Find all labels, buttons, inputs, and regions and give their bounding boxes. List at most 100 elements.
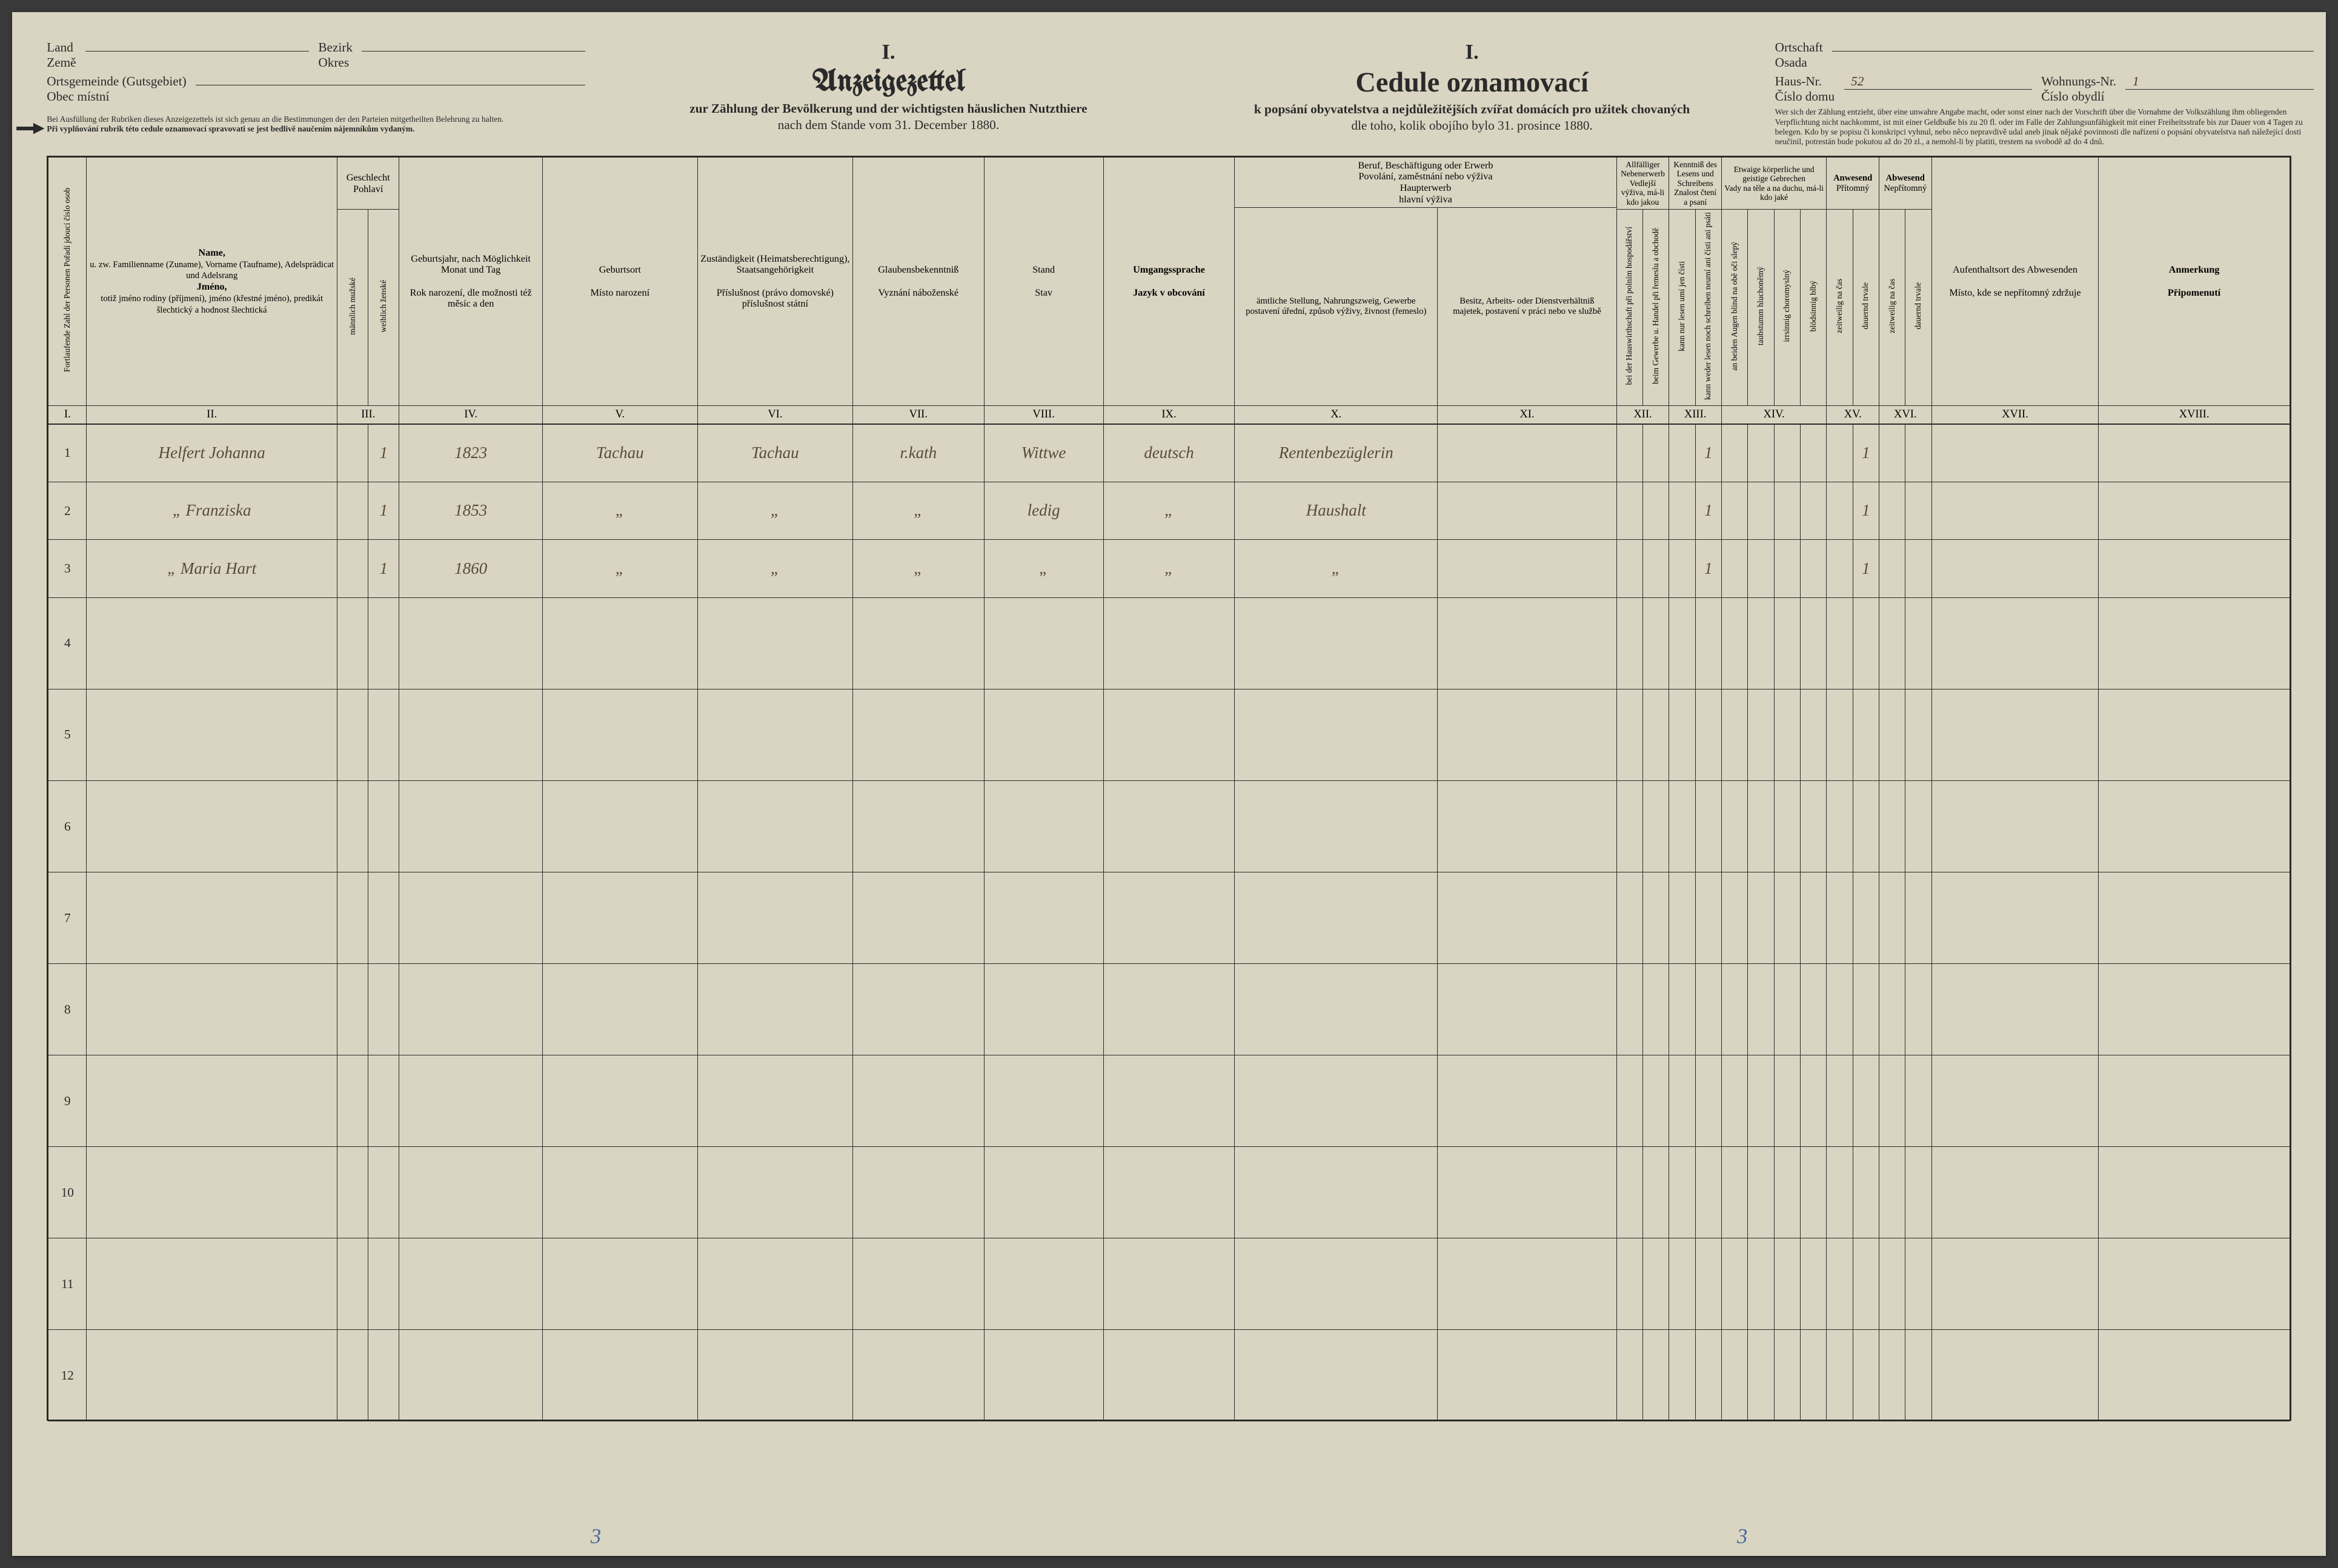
table-cell bbox=[1800, 780, 1826, 872]
table-cell bbox=[337, 1330, 368, 1421]
table-cell bbox=[368, 689, 399, 780]
table-cell: 12 bbox=[48, 1330, 87, 1421]
table-cell bbox=[542, 597, 697, 689]
table-cell bbox=[337, 1238, 368, 1330]
table-cell bbox=[1438, 689, 1616, 780]
table-cell bbox=[368, 597, 399, 689]
table-cell bbox=[368, 1238, 399, 1330]
table-cell bbox=[1774, 963, 1800, 1055]
table-cell bbox=[1774, 1330, 1800, 1421]
table-cell bbox=[1235, 1330, 1438, 1421]
table-cell bbox=[368, 1146, 399, 1238]
table-cell bbox=[87, 1146, 337, 1238]
table-cell: 9 bbox=[48, 1055, 87, 1146]
table-cell: 1 bbox=[1853, 540, 1879, 598]
table-cell: „ bbox=[1103, 540, 1235, 598]
table-cell bbox=[1931, 872, 2099, 963]
table-cell bbox=[1669, 689, 1695, 780]
table-cell bbox=[1853, 597, 1879, 689]
footer-num-left: 3 bbox=[591, 1524, 601, 1549]
table-cell bbox=[1235, 1238, 1438, 1330]
col-18: AnmerkungPřipomenutí bbox=[2099, 157, 2290, 405]
table-cell bbox=[87, 1055, 337, 1146]
table-cell bbox=[2099, 780, 2290, 872]
table-cell bbox=[87, 689, 337, 780]
table-cell bbox=[337, 424, 368, 482]
table-cell bbox=[1438, 424, 1616, 482]
ortsgemeinde-label: Ortsgemeinde (Gutsgebiet)Obec místní bbox=[47, 74, 186, 104]
bezirk-label: BezirkOkres bbox=[318, 40, 353, 70]
table-cell bbox=[1642, 963, 1669, 1055]
header-left: LandZemě BezirkOkres Ortsgemeinde (Gutsg… bbox=[47, 40, 585, 147]
col-14b: taubstumm hluchoněmý bbox=[1748, 210, 1774, 405]
table-cell bbox=[1721, 424, 1747, 482]
table-cell bbox=[697, 780, 852, 872]
table-cell bbox=[1642, 424, 1669, 482]
table-cell bbox=[1438, 1238, 1616, 1330]
table-cell bbox=[1931, 482, 2099, 540]
hausnr-label: Haus-Nr.Číslo domu bbox=[1775, 74, 1835, 104]
cn-18: XVIII. bbox=[2099, 405, 2290, 424]
table-cell bbox=[984, 963, 1103, 1055]
land-label: LandZemě bbox=[47, 40, 76, 70]
table-cell bbox=[1800, 1238, 1826, 1330]
table-cell bbox=[399, 780, 542, 872]
table-cell: 8 bbox=[48, 963, 87, 1055]
table-cell bbox=[2099, 424, 2290, 482]
col-8: StandStav bbox=[984, 157, 1103, 405]
table-cell bbox=[1931, 540, 2099, 598]
cn-7: VII. bbox=[852, 405, 984, 424]
date-cz: dle toho, kolik obojího bylo 31. prosinc… bbox=[1192, 118, 1752, 135]
table-cell bbox=[1879, 1055, 1905, 1146]
col-15b: dauernd trvale bbox=[1853, 210, 1879, 405]
table-cell bbox=[1235, 780, 1438, 872]
table-cell bbox=[1721, 1146, 1747, 1238]
table-cell bbox=[2099, 540, 2290, 598]
table-cell bbox=[1721, 872, 1747, 963]
table-row: 1Helfert Johanna11823TachauTachaur.kathW… bbox=[48, 424, 2290, 482]
table-cell bbox=[1103, 872, 1235, 963]
table-cell: 1 bbox=[1695, 540, 1721, 598]
col-10-11-top: Beruf, Beschäftigung oder ErwerbPovolání… bbox=[1235, 157, 1616, 207]
table-cell bbox=[1853, 1055, 1879, 1146]
col-6: Zuständigkeit (Heimatsberechtigung), Sta… bbox=[697, 157, 852, 405]
table-cell bbox=[2099, 1146, 2290, 1238]
table-cell bbox=[1774, 482, 1800, 540]
table-cell bbox=[399, 689, 542, 780]
table-cell bbox=[1695, 689, 1721, 780]
table-cell bbox=[1616, 424, 1642, 482]
cn-12: XII. bbox=[1616, 405, 1669, 424]
table-cell: Rentenbezüglerin bbox=[1235, 424, 1438, 482]
table-cell bbox=[1235, 872, 1438, 963]
table-cell bbox=[1695, 1238, 1721, 1330]
wohnnr-value: 1 bbox=[2125, 74, 2313, 90]
header-right-fine: Wer sich der Zählung entzieht, über eine… bbox=[1775, 107, 2314, 147]
table-cell bbox=[2099, 963, 2290, 1055]
table-cell bbox=[368, 780, 399, 872]
table-cell bbox=[337, 1055, 368, 1146]
table-cell: „ bbox=[697, 482, 852, 540]
table-row: 6 bbox=[48, 780, 2290, 872]
table-cell bbox=[1438, 1330, 1616, 1421]
table-cell bbox=[1721, 689, 1747, 780]
table-cell bbox=[1879, 1146, 1905, 1238]
table-cell bbox=[1669, 1238, 1695, 1330]
table-cell bbox=[337, 872, 368, 963]
table-cell bbox=[399, 1055, 542, 1146]
table-cell bbox=[1905, 963, 1931, 1055]
ortschaft-value bbox=[1832, 41, 2314, 51]
table-cell bbox=[1616, 1146, 1642, 1238]
land-value bbox=[85, 41, 309, 51]
table-cell: ledig bbox=[984, 482, 1103, 540]
title-de: Anzeigezettel bbox=[608, 67, 1169, 98]
table-cell bbox=[1931, 597, 2099, 689]
col-16a: zeitweilig na čas bbox=[1879, 210, 1905, 405]
table-cell bbox=[368, 963, 399, 1055]
table-cell bbox=[1905, 1146, 1931, 1238]
table-cell bbox=[1642, 540, 1669, 598]
table-cell bbox=[1879, 424, 1905, 482]
cn-11: XI. bbox=[1438, 405, 1616, 424]
table-cell bbox=[2099, 482, 2290, 540]
table-cell bbox=[1235, 1146, 1438, 1238]
col-17: Aufenthaltsort des AbwesendenMísto, kde … bbox=[1931, 157, 2099, 405]
